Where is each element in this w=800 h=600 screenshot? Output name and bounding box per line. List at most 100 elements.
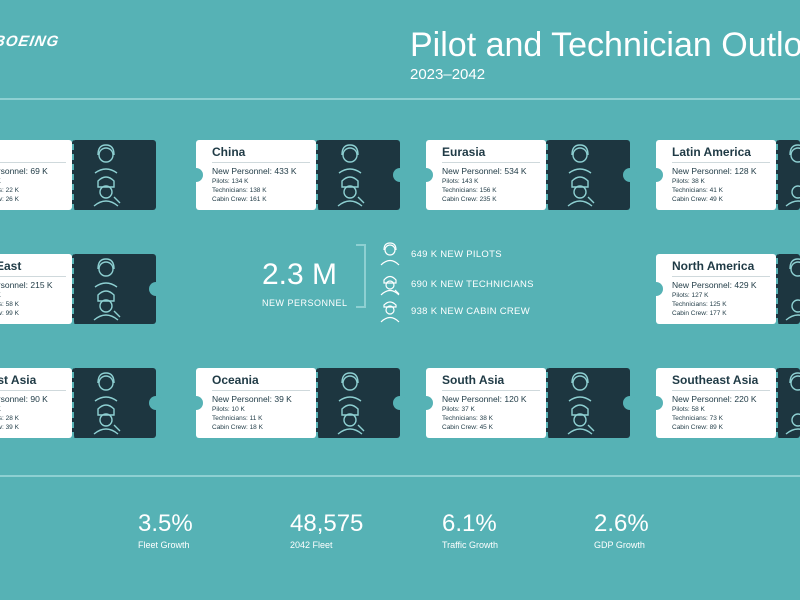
region-name: rtheast Asia: [0, 373, 66, 391]
region-card-china: China New Personnel: 433 K Pilots: 134 K…: [189, 140, 407, 210]
pilots: Pilots: 58 K: [0, 291, 66, 300]
region-card-north-america-clipped: ica New Personnel: 69 K Pilots: 21 K Tec…: [0, 140, 160, 210]
region-name: ica: [0, 145, 66, 163]
personnel-icons: [72, 140, 156, 210]
metric-label: GDP Growth: [594, 540, 645, 550]
personnel-icons: [316, 140, 407, 210]
technicians: Technicians: 58 K: [0, 301, 19, 308]
summary-cabin-crew-text: 938 K NEW CABIN CREW: [411, 306, 530, 317]
technicians: Technicians: 41 K: [672, 187, 723, 194]
region-name: Oceania: [212, 373, 310, 391]
cabin-crew: Cabin Crew: 49 K: [672, 196, 723, 203]
technicians: Technicians: 11 K: [212, 415, 263, 422]
total-personnel-value: 2.3 M: [262, 258, 338, 291]
metric-label: 2042 Fleet: [290, 540, 333, 550]
pilots: Pilots: 38 K: [672, 178, 705, 185]
region-card-oceania: Oceania New Personnel: 39 K Pilots: 10 K…: [189, 368, 407, 438]
metric-traffic-growth: 6.1% Traffic Growth: [442, 510, 498, 550]
cabin-crew: Cabin Crew: 235 K: [442, 196, 497, 203]
new-personnel: New Personnel: 69 K: [0, 166, 48, 176]
personnel-icons: [72, 254, 163, 324]
technicians: Technicians: 73 K: [672, 415, 723, 422]
region-name: Southeast Asia: [672, 373, 770, 391]
cabin-crew: Cabin Crew: 161 K: [212, 196, 267, 203]
pilots: Pilots: 134 K: [212, 178, 249, 185]
crew-icon: [567, 144, 595, 207]
crew-icon: [337, 372, 365, 435]
metric-value: 6.1%: [442, 510, 497, 537]
new-personnel: New Personnel: 429 K: [672, 280, 757, 290]
cabin-crew: Cabin Crew: 45 K: [442, 424, 493, 431]
personnel-icons: [776, 368, 800, 438]
summary-pilots-text: 649 K NEW PILOTS: [411, 249, 502, 260]
metric-label: Fleet Growth: [138, 540, 190, 550]
region-name: South Asia: [442, 373, 540, 391]
technician-icon: [380, 275, 400, 296]
region-card-southeast-asia: Southeast Asia New Personnel: 220 K Pilo…: [649, 368, 800, 438]
pilots: Pilots: 21 K: [0, 177, 66, 186]
crew-icon: [785, 372, 800, 435]
metric-label: Traffic Growth: [442, 540, 499, 550]
metric-2042-fleet: 48,575 2042 Fleet: [290, 510, 363, 550]
bottom-divider: [0, 475, 800, 477]
technicians: Technicians: 125 K: [672, 301, 727, 308]
new-personnel: New Personnel: 534 K: [442, 166, 527, 176]
crew-icon: [93, 144, 121, 207]
new-personnel: New Personnel: 433 K: [212, 166, 297, 176]
summary-technicians-text: 690 K NEW TECHNICIANS: [411, 279, 534, 290]
region-card-northeast-asia: rtheast Asia New Personnel: 90 K Pilots:…: [0, 368, 163, 438]
personnel-icons: [546, 368, 637, 438]
crew-icon: [93, 258, 121, 321]
technicians: Technicians: 38 K: [442, 415, 493, 422]
technicians: Technicians: 156 K: [442, 187, 497, 194]
summary-bracket: [356, 244, 366, 308]
personnel-icons: [316, 368, 407, 438]
metric-gdp-growth: 2.6% GDP Growth: [594, 510, 649, 550]
cabin-crew: Cabin Crew: 39 K: [0, 424, 19, 431]
metric-fleet-growth: 3.5% Fleet Growth: [138, 510, 193, 550]
region-card-eurasia: Eurasia New Personnel: 534 K Pilots: 143…: [419, 140, 637, 210]
technicians: Technicians: 138 K: [212, 187, 267, 194]
region-card-north-america: North America New Personnel: 429 K Pilot…: [649, 254, 800, 324]
metric-value: 2.6%: [594, 510, 649, 537]
region-card-middle-east: ddle East New Personnel: 215 K Pilots: 5…: [0, 254, 163, 324]
cabin-crew: Cabin Crew: 89 K: [672, 424, 723, 431]
region-name: Latin America: [672, 145, 770, 163]
technicians: Technicians: 22 K: [0, 187, 19, 194]
page-subtitle: 2023–2042: [410, 66, 486, 83]
new-personnel: New Personnel: 90 K: [0, 394, 48, 404]
top-divider: [0, 98, 800, 100]
crew-icon: [93, 372, 121, 435]
region-name: Eurasia: [442, 145, 540, 163]
pilot-icon: [380, 242, 400, 266]
new-personnel: New Personnel: 39 K: [212, 394, 292, 404]
cabin-crew: Cabin Crew: 177 K: [672, 310, 727, 317]
personnel-icons: [72, 368, 163, 438]
cabin-crew: Cabin Crew: 26 K: [0, 196, 19, 203]
pilots: Pilots: 37 K: [442, 406, 475, 413]
new-personnel: New Personnel: 220 K: [672, 394, 757, 404]
crew-icon: [785, 144, 800, 207]
region-card-south-asia: South Asia New Personnel: 120 K Pilots: …: [419, 368, 637, 438]
cabin-crew: Cabin Crew: 99 K: [0, 310, 19, 317]
pilots: Pilots: 23 K: [0, 405, 66, 414]
personnel-icons: [776, 140, 800, 210]
boeing-logo: BOEING: [0, 33, 61, 50]
cabin-crew: Cabin Crew: 18 K: [212, 424, 263, 431]
personnel-icons: [546, 140, 637, 210]
crew-icon: [337, 144, 365, 207]
page-title: Pilot and Technician Outlook: [410, 26, 800, 64]
new-personnel: New Personnel: 215 K: [0, 280, 53, 290]
pilots: Pilots: 143 K: [442, 178, 479, 185]
pilots: Pilots: 58 K: [672, 406, 705, 413]
technicians: Technicians: 28 K: [0, 415, 19, 422]
region-name: China: [212, 145, 310, 163]
metric-value: 3.5%: [138, 510, 193, 537]
new-personnel: New Personnel: 120 K: [442, 394, 527, 404]
pilots: Pilots: 127 K: [672, 292, 709, 299]
new-personnel: New Personnel: 128 K: [672, 166, 757, 176]
metric-value: 48,575: [290, 510, 364, 537]
pilots: Pilots: 10 K: [212, 406, 245, 413]
crew-icon: [785, 258, 800, 321]
total-personnel-label: NEW PERSONNEL: [262, 298, 348, 308]
